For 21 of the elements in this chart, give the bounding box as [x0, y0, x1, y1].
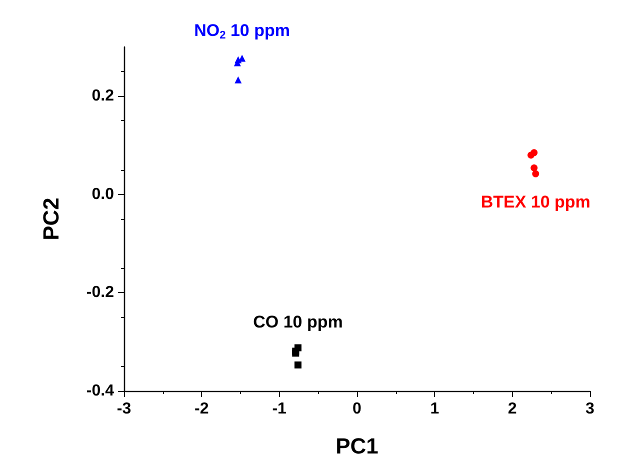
y-tick-label: -0.4 — [86, 382, 114, 400]
point — [234, 76, 242, 84]
point — [238, 54, 246, 62]
x-tick-label: 2 — [508, 400, 517, 418]
point — [530, 164, 538, 172]
y-tick-label: 0.2 — [92, 88, 114, 105]
x-tick-label: 0 — [352, 400, 362, 418]
x-tick-label: -1 — [272, 400, 287, 418]
x-tick-label: 3 — [586, 400, 595, 418]
series-label: BTEX 10 ppm — [480, 192, 590, 212]
point — [530, 149, 538, 156]
y-tick-label: -0.2 — [86, 284, 114, 302]
point — [532, 170, 540, 178]
x-tick-label: -2 — [194, 400, 209, 418]
y-axis-title: PC2 — [38, 198, 64, 240]
x-tick-label: 1 — [430, 400, 440, 418]
y-tick-label: 0.0 — [92, 186, 114, 203]
point — [294, 361, 302, 368]
x-axis-title: PC1 — [336, 434, 378, 458]
series-label: CO 10 ppm — [253, 312, 343, 332]
x-tick-label: -3 — [116, 400, 132, 418]
